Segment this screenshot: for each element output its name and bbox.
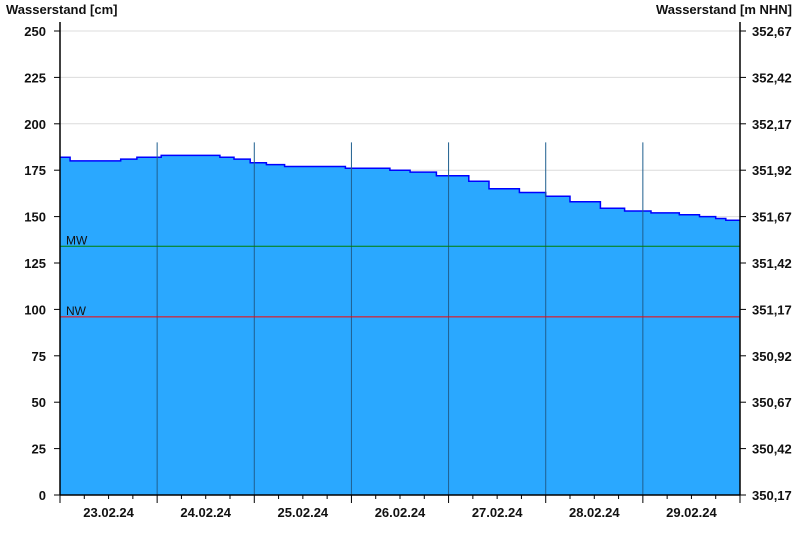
water-level-area (60, 155, 740, 495)
reference-label-nw: NW (66, 304, 87, 318)
y-tick-label-left: 225 (24, 70, 46, 85)
y-tick-label-right: 350,92 (752, 349, 792, 364)
y-tick-label-left: 200 (24, 117, 46, 132)
x-tick-label: 28.02.24 (569, 505, 620, 520)
y-tick-label-right: 350,17 (752, 488, 792, 503)
x-tick-label: 26.02.24 (375, 505, 426, 520)
y-tick-label-left: 175 (24, 163, 46, 178)
x-tick-label: 29.02.24 (666, 505, 717, 520)
y-tick-label-left: 25 (32, 442, 46, 457)
x-tick-label: 27.02.24 (472, 505, 523, 520)
y-tick-label-right: 352,67 (752, 24, 792, 39)
y-tick-label-left: 125 (24, 256, 46, 271)
y-tick-label-right: 351,17 (752, 302, 792, 317)
x-tick-label: 23.02.24 (83, 505, 134, 520)
y-tick-label-right: 352,42 (752, 70, 792, 85)
reference-label-mw: MW (66, 233, 88, 247)
y-tick-label-left: 0 (39, 488, 46, 503)
left-axis-title: Wasserstand [cm] (6, 2, 118, 17)
y-tick-label-right: 350,42 (752, 442, 792, 457)
y-tick-label-left: 100 (24, 302, 46, 317)
y-tick-label-left: 50 (32, 395, 46, 410)
x-tick-label: 24.02.24 (180, 505, 231, 520)
y-tick-label-right: 351,92 (752, 163, 792, 178)
y-tick-label-right: 351,42 (752, 256, 792, 271)
y-tick-label-right: 352,17 (752, 117, 792, 132)
x-tick-label: 25.02.24 (278, 505, 329, 520)
water-level-line (60, 154, 740, 222)
right-axis-title: Wasserstand [m NHN] (656, 2, 792, 17)
y-tick-label-left: 75 (32, 349, 46, 364)
y-tick-label-right: 351,67 (752, 210, 792, 225)
y-tick-label-right: 350,67 (752, 395, 792, 410)
y-tick-label-left: 250 (24, 24, 46, 39)
y-tick-label-left: 150 (24, 210, 46, 225)
